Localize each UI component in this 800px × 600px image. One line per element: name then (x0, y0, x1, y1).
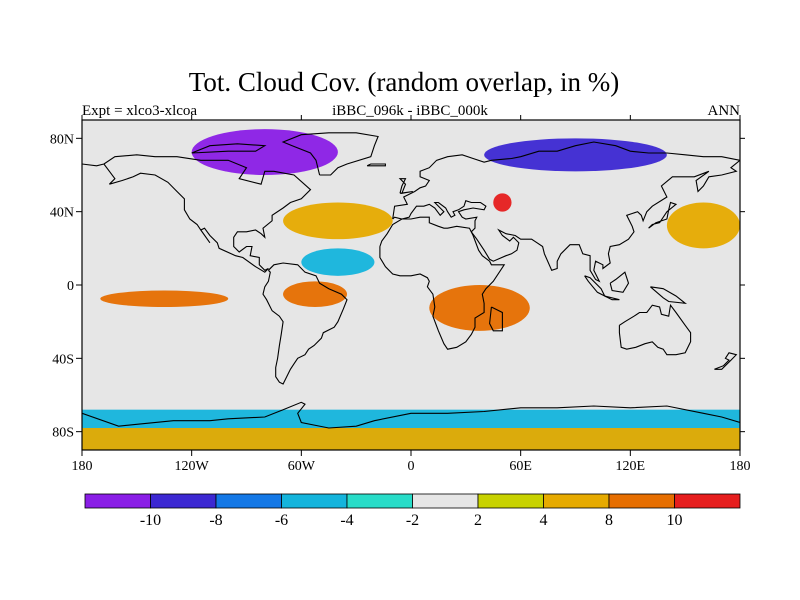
coastlines (82, 132, 740, 429)
y-tick-label: 40N (50, 206, 74, 221)
coastline-4 (82, 163, 105, 167)
coastline-18 (82, 401, 740, 429)
y-tick-label: 80S (52, 426, 74, 441)
colorbar-box (346, 493, 413, 509)
colorbar-label: -4 (340, 512, 353, 529)
colorbar: -10 -8 -6 -4 -2 2 4 8 10 (84, 493, 741, 529)
coastline-16 (366, 163, 386, 167)
comparison-label: iBBC_096k - iBBC_000k (332, 103, 488, 119)
coastline-15 (398, 178, 413, 195)
colorbar-box (674, 493, 741, 509)
colorbar-label: 2 (474, 512, 482, 529)
coastline-17 (191, 143, 267, 154)
anomaly-region-10 (82, 428, 740, 450)
x-tick-label: 180 (72, 459, 93, 474)
coastline-13 (650, 286, 688, 305)
coastline-9 (714, 352, 738, 370)
anomaly-fields (82, 129, 740, 450)
y-axis: 80N 40N 0 40S 80S (50, 132, 745, 441)
map-background (82, 120, 740, 450)
colorbar-box (215, 493, 282, 509)
x-tick-label: 180 (730, 459, 751, 474)
x-tick-label: 60W (288, 459, 316, 474)
anomaly-region-3 (283, 281, 348, 307)
colorbar-label: -10 (140, 512, 161, 529)
colorbar-box (477, 493, 544, 509)
anomaly-region-6 (301, 248, 375, 276)
season-label: ANN (708, 103, 741, 119)
coastline-2 (281, 132, 379, 176)
anomaly-region-4 (429, 285, 530, 331)
colorbar-box (543, 493, 610, 509)
colorbar-box (84, 493, 151, 509)
coastline-11 (604, 295, 620, 301)
colorbar-box (150, 493, 217, 509)
colorbar-box (281, 493, 348, 509)
coastline-5 (392, 159, 740, 283)
coastline-6 (379, 216, 506, 350)
chart-title: Tot. Cloud Cov. (random overlap, in %) (189, 67, 620, 97)
anomaly-region-7 (283, 202, 393, 240)
coastline-1 (262, 262, 348, 385)
x-tick-label: 120E (616, 459, 646, 474)
x-axis: 180 120W 60W 0 60E 120E 180 (72, 115, 751, 474)
experiment-label: Expt = xlco3-xlcoa (82, 103, 197, 119)
coastline-12 (609, 271, 630, 293)
y-tick-label: 80N (50, 132, 74, 147)
anomaly-region-2 (100, 290, 229, 307)
anomaly-region-8 (666, 202, 740, 249)
x-tick-label: 60E (509, 459, 532, 474)
coastline-14 (648, 201, 678, 229)
colorbar-label: -6 (275, 512, 288, 529)
colorbar-label: -2 (406, 512, 419, 529)
x-tick-label: 0 (408, 459, 415, 474)
y-tick-label: 40S (52, 352, 74, 367)
colorbar-box (412, 493, 479, 509)
anomaly-region-5 (493, 193, 512, 212)
anomaly-region-1 (484, 138, 667, 172)
y-tick-label: 0 (67, 279, 74, 294)
coastline-7 (489, 306, 503, 332)
coastline-3 (392, 141, 740, 220)
colorbar-label: 8 (605, 512, 613, 529)
colorbar-label: 4 (540, 512, 548, 529)
x-tick-label: 120W (175, 459, 210, 474)
colorbar-box (608, 493, 675, 509)
colorbar-label: 10 (667, 512, 683, 529)
coastline-8 (618, 303, 692, 356)
anomaly-region-0 (191, 129, 338, 175)
coastline-0 (103, 154, 312, 273)
colorbar-label: -8 (209, 512, 222, 529)
